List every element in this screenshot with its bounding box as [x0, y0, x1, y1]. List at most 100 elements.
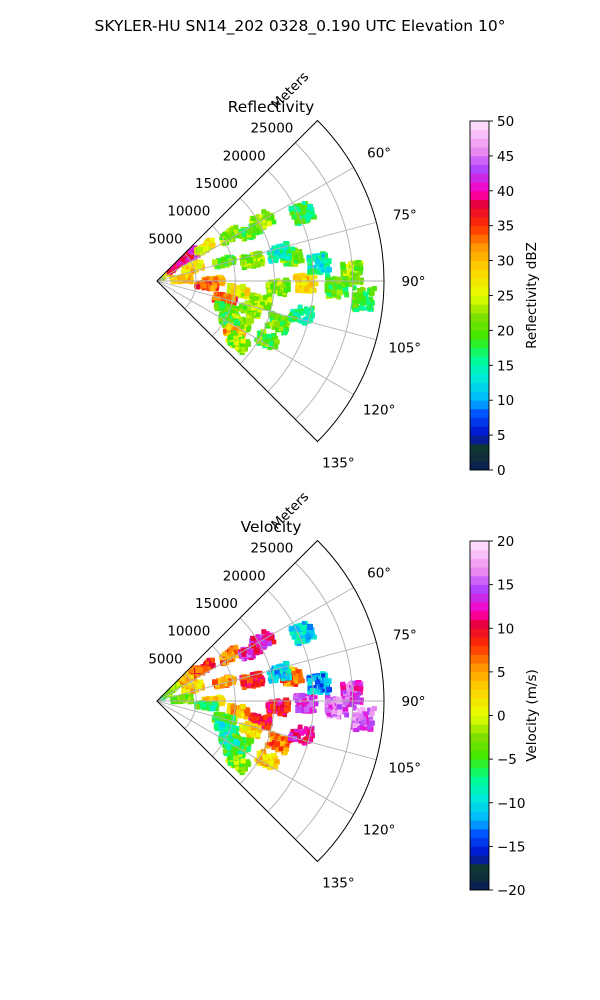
radar-gate: [250, 223, 257, 229]
radar-gate: [259, 296, 265, 302]
radar-gate: [345, 684, 350, 689]
radar-gate: [367, 725, 372, 730]
radar-gate: [325, 270, 330, 276]
radar-gate: [284, 316, 289, 321]
radar-gate: [261, 304, 267, 311]
radar-gate: [291, 671, 296, 676]
colorbar-segment: [470, 216, 489, 227]
radar-gate: [309, 281, 315, 287]
radar-gate: [336, 700, 342, 707]
radar-gate: [271, 639, 277, 645]
radar-gate: [313, 695, 318, 700]
radar-gate: [213, 696, 219, 701]
radar-gate: [299, 635, 303, 639]
radar-gate: [230, 289, 236, 295]
radar-gate: [261, 724, 267, 731]
radar-gate: [232, 762, 238, 769]
colorbar-tick-label: 50: [497, 114, 514, 130]
radar-gate: [284, 263, 288, 267]
radar-gate: [221, 724, 226, 729]
radar-gate: [343, 690, 347, 694]
polar-grid: [156, 142, 384, 420]
colorbar-segment: [470, 391, 489, 401]
radar-gate: [359, 725, 364, 730]
radar-gate: [217, 258, 223, 264]
colorbar-segment: [470, 138, 489, 148]
radar-gate: [286, 668, 292, 674]
colorbar-segment: [470, 260, 489, 270]
radar-gate: [230, 310, 236, 316]
theta-tick-label: 105°: [389, 760, 422, 776]
radar-gate: [265, 305, 272, 311]
radar-gate: [246, 306, 251, 311]
radar-gate: [166, 690, 172, 695]
radar-gate: [271, 219, 277, 225]
colorbar-segment: [470, 295, 489, 305]
radar-gate: [304, 623, 310, 629]
radar-gate: [197, 263, 202, 269]
radar-gate: [277, 712, 282, 717]
radar-gate: [226, 303, 230, 308]
radar-gate: [360, 296, 367, 302]
radar-gate: [228, 736, 233, 740]
radar-gate: [288, 205, 295, 212]
radar-gate: [183, 671, 188, 676]
radar-gate: [295, 626, 301, 632]
radar-gate: [255, 634, 259, 638]
radar-gate: [325, 690, 330, 696]
radar-gate: [294, 259, 299, 264]
radar-gate: [226, 708, 233, 715]
radar-gate: [362, 707, 366, 711]
colorbar-segment: [470, 549, 489, 559]
radar-gate: [367, 305, 372, 310]
radar-gate: [220, 683, 225, 689]
radar-gate: [336, 289, 343, 296]
radar-gate: [210, 662, 216, 669]
radar-gate: [241, 738, 247, 745]
radar-gate: [346, 270, 352, 275]
radar-gate: [314, 688, 321, 695]
radar-gate: [243, 714, 249, 720]
colorbar-segment: [470, 173, 489, 183]
colorbar-segment: [470, 417, 489, 427]
colorbar-segment: [470, 575, 489, 586]
radar-gate: [307, 310, 311, 315]
radar-gate: [302, 697, 307, 702]
radar-gate: [296, 318, 300, 323]
radar-gate: [350, 277, 357, 284]
radar-gate: [246, 653, 251, 658]
colorbar-segment: [470, 251, 489, 262]
radar-gate: [364, 298, 370, 305]
radar-gate: [185, 257, 190, 262]
radar-gate: [356, 726, 360, 730]
radar-gate: [224, 675, 231, 681]
radar-gate: [234, 649, 240, 655]
radar-gate: [238, 317, 243, 322]
radar-gate: [277, 292, 282, 297]
radar-gate: [258, 634, 263, 638]
radar-gate: [239, 283, 246, 290]
colorbar-tick-label: −15: [497, 839, 526, 855]
theta-tick-label: 60°: [367, 146, 391, 162]
radar-gate: [352, 693, 358, 699]
radar-gate: [162, 273, 168, 278]
radar-gate: [350, 697, 357, 704]
colorbar-tick-label: 20: [497, 534, 514, 550]
radar-gate: [361, 299, 367, 306]
radar-gate: [283, 707, 289, 712]
radar-gate: [202, 243, 207, 248]
radar-gate: [264, 322, 271, 329]
radar-gate: [280, 676, 286, 682]
radar-gate: [218, 736, 224, 742]
radar-gate: [342, 279, 349, 286]
radar-gate: [233, 339, 240, 345]
radar-gate: [267, 641, 272, 647]
radar-gate: [258, 649, 262, 653]
radar-gate: [215, 683, 220, 688]
polar-panel-reflectivity: 60°75°90°105°120°135°5000100001500020000…: [148, 69, 540, 479]
radar-gate: [189, 279, 194, 284]
colorbar-tick-label: −10: [497, 796, 526, 812]
radar-gate: [362, 291, 368, 296]
colorbar-segment: [470, 321, 489, 331]
radar-gate: [369, 711, 375, 717]
